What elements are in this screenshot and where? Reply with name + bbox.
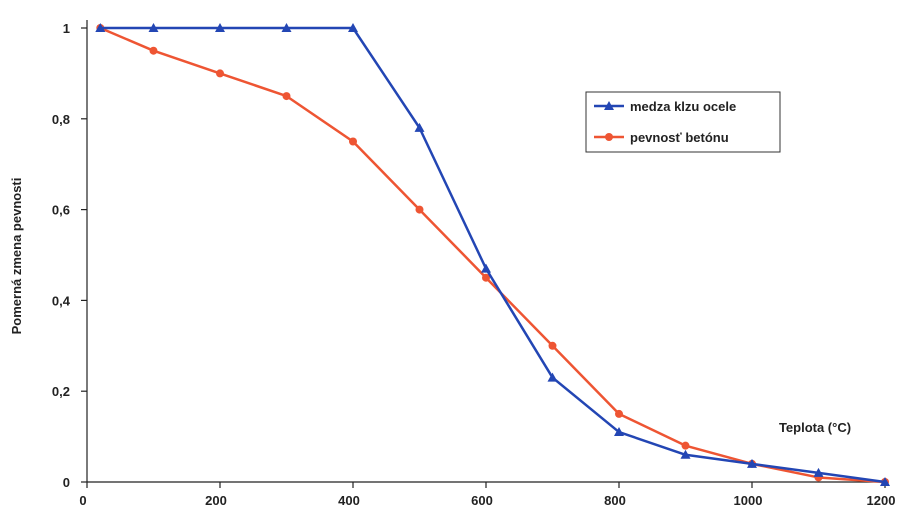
legend-item-0: medza klzu ocele (594, 99, 736, 114)
data-point (747, 458, 757, 468)
legend-item-1: pevnosť betónu (594, 130, 729, 145)
x-axis-title: Teplota (°C) (779, 420, 851, 435)
data-point (414, 122, 425, 132)
data-point (681, 441, 690, 450)
y-tick-label: 0,4 (52, 293, 71, 308)
legend-label: pevnosť betónu (630, 130, 729, 145)
legend-box (585, 91, 781, 153)
data-point (148, 23, 159, 32)
legend: medza klzu ocele pevnosť betónu (585, 91, 781, 153)
legend-label: medza klzu ocele (630, 99, 736, 114)
x-tick-label: 200 (205, 493, 227, 508)
data-point (813, 467, 824, 477)
y-tick-label: 0,8 (52, 112, 70, 127)
data-point (348, 23, 358, 32)
y-axis-title: Pomerná zmena pevnosti (9, 178, 24, 335)
data-point (281, 23, 292, 32)
x-tick-label: 400 (338, 493, 360, 508)
data-point (482, 273, 490, 282)
x-tick-label: 800 (604, 493, 626, 508)
data-point (415, 205, 424, 214)
series-0 (95, 23, 890, 486)
data-point (282, 92, 291, 101)
y-tick-label: 0,2 (52, 384, 70, 399)
data-point (680, 449, 691, 459)
data-point (215, 23, 225, 32)
data-point (481, 263, 491, 273)
data-point (614, 427, 624, 437)
y-tick-label: 0,6 (52, 203, 70, 218)
data-point (95, 23, 106, 32)
data-point (880, 477, 890, 486)
legend-swatch-marker (605, 133, 613, 141)
data-point (149, 46, 158, 55)
data-point (547, 372, 558, 382)
y-tick-label: 0 (63, 475, 70, 490)
legend-items: medza klzu ocele pevnosť betónu (594, 99, 736, 145)
x-tick-label: 1200 (867, 493, 896, 508)
data-point (615, 409, 623, 418)
x-tick-label: 1000 (734, 493, 763, 508)
x-tick-label: 0 (79, 493, 86, 508)
y-tick-label: 1 (63, 21, 70, 36)
data-point (216, 69, 224, 78)
legend-swatch-marker (604, 101, 614, 110)
series-layer (95, 23, 890, 486)
x-tick-label: 600 (471, 493, 493, 508)
data-point (548, 341, 557, 350)
axes: 0 0,2 0,4 0,6 0,8 1 0 200 400 600 800 1000 1200 (52, 20, 896, 508)
data-point (349, 137, 357, 146)
